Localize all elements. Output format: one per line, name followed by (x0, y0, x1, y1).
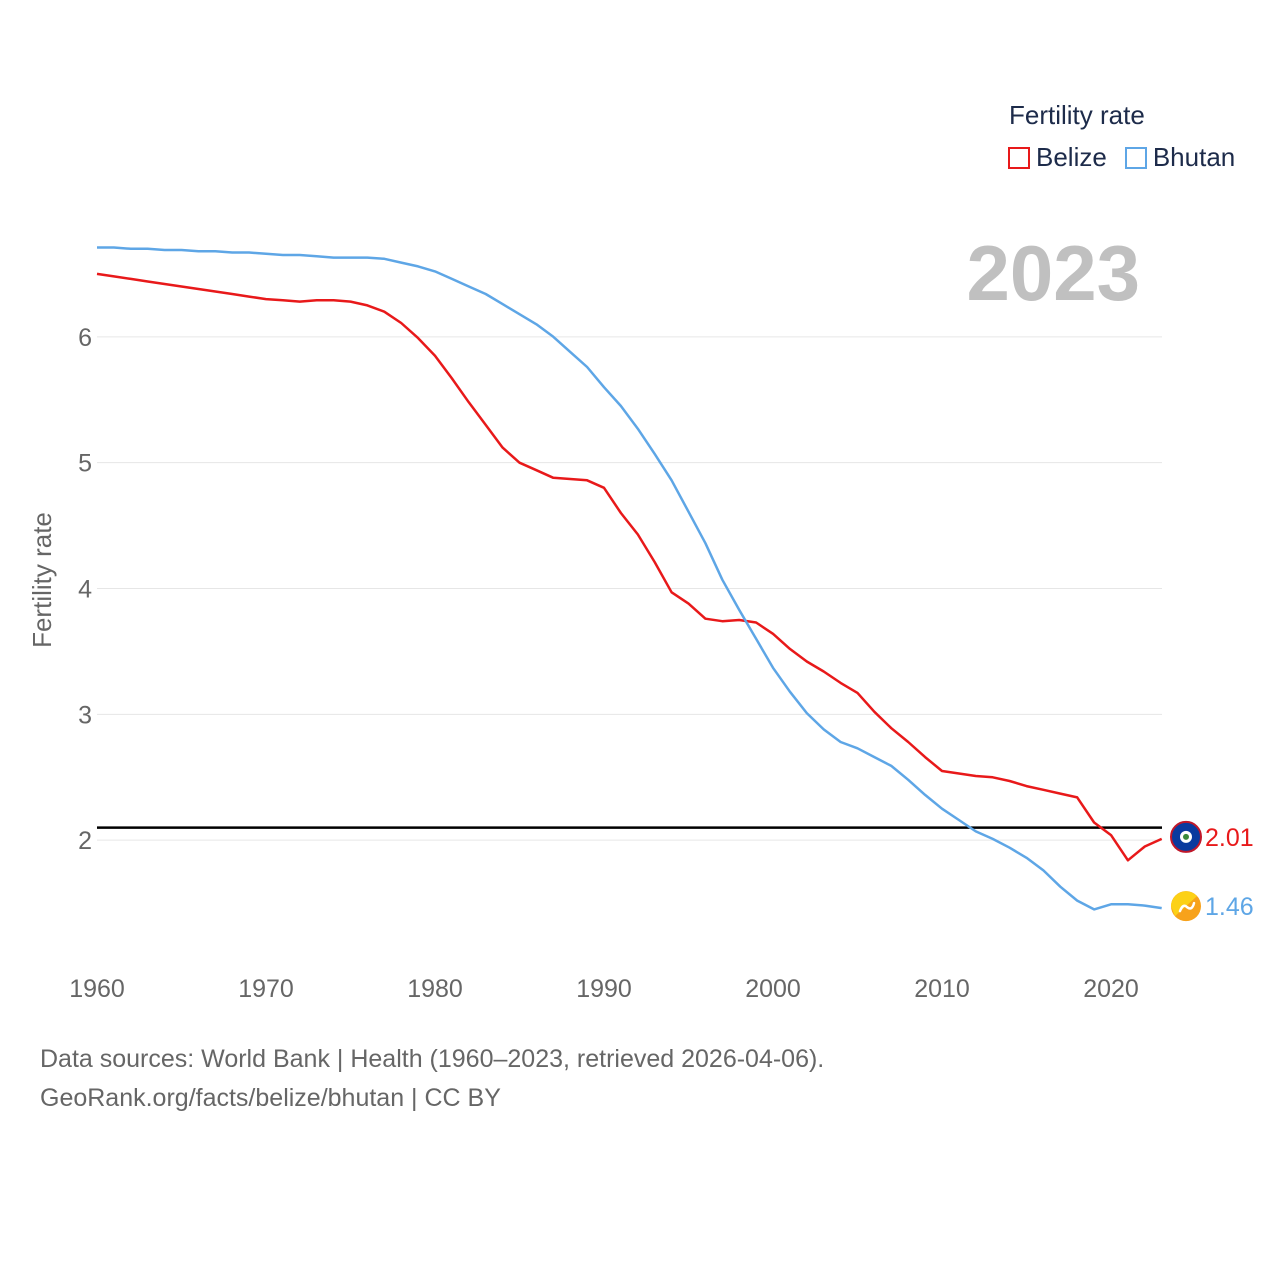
y-tick-label: 3 (78, 701, 92, 729)
legend-item-belize[interactable]: Belize (1008, 142, 1107, 173)
end-label-bhutan: 1.46 (1205, 893, 1254, 921)
legend-label-bhutan: Bhutan (1152, 142, 1236, 172)
y-tick-label: 6 (78, 324, 92, 352)
legend-item-bhutan[interactable]: Bhutan (1124, 142, 1236, 173)
end-markers: 2.01 1.46 (1170, 820, 1254, 922)
x-tick-label: 1960 (69, 975, 125, 1003)
year-watermark: 2023 (966, 229, 1140, 317)
x-tick-labels: 1960 1970 1980 1990 2000 2010 2020 (69, 975, 1139, 1003)
footer-sources: Data sources: World Bank | Health (1960–… (40, 1045, 825, 1073)
y-axis-label: Fertility rate (27, 512, 57, 648)
y-tick-label: 5 (78, 450, 92, 478)
x-tick-label: 1980 (407, 975, 463, 1003)
gridlines (97, 336, 1162, 841)
bhutan-flag-upper (1171, 891, 1197, 917)
legend-title: Fertility rate (1009, 100, 1145, 130)
end-label-belize: 2.01 (1205, 824, 1254, 852)
x-tick-label: 1970 (238, 975, 294, 1003)
x-tick-label: 1990 (576, 975, 632, 1003)
legend-label-belize: Belize (1036, 142, 1107, 172)
y-tick-labels: 2 3 4 5 6 (78, 324, 92, 855)
footer-attribution: GeoRank.org/facts/belize/bhutan | CC BY (40, 1084, 501, 1112)
x-tick-label: 2000 (745, 975, 801, 1003)
series-lines (96, 246, 1163, 911)
legend-swatch-belize (1008, 146, 1030, 169)
x-tick-label: 2020 (1083, 975, 1139, 1003)
legend-swatch-bhutan (1124, 146, 1147, 169)
y-tick-label: 2 (78, 827, 92, 855)
series-line-bhutan (97, 246, 1162, 911)
belize-flag-emblem-center (1183, 833, 1189, 840)
x-tick-label: 2010 (914, 975, 970, 1003)
y-tick-label: 4 (78, 576, 92, 604)
legend: Belize Bhutan (1008, 142, 1253, 173)
bhutan-flag-dragon (1178, 901, 1196, 913)
series-line-belize (96, 272, 1163, 862)
